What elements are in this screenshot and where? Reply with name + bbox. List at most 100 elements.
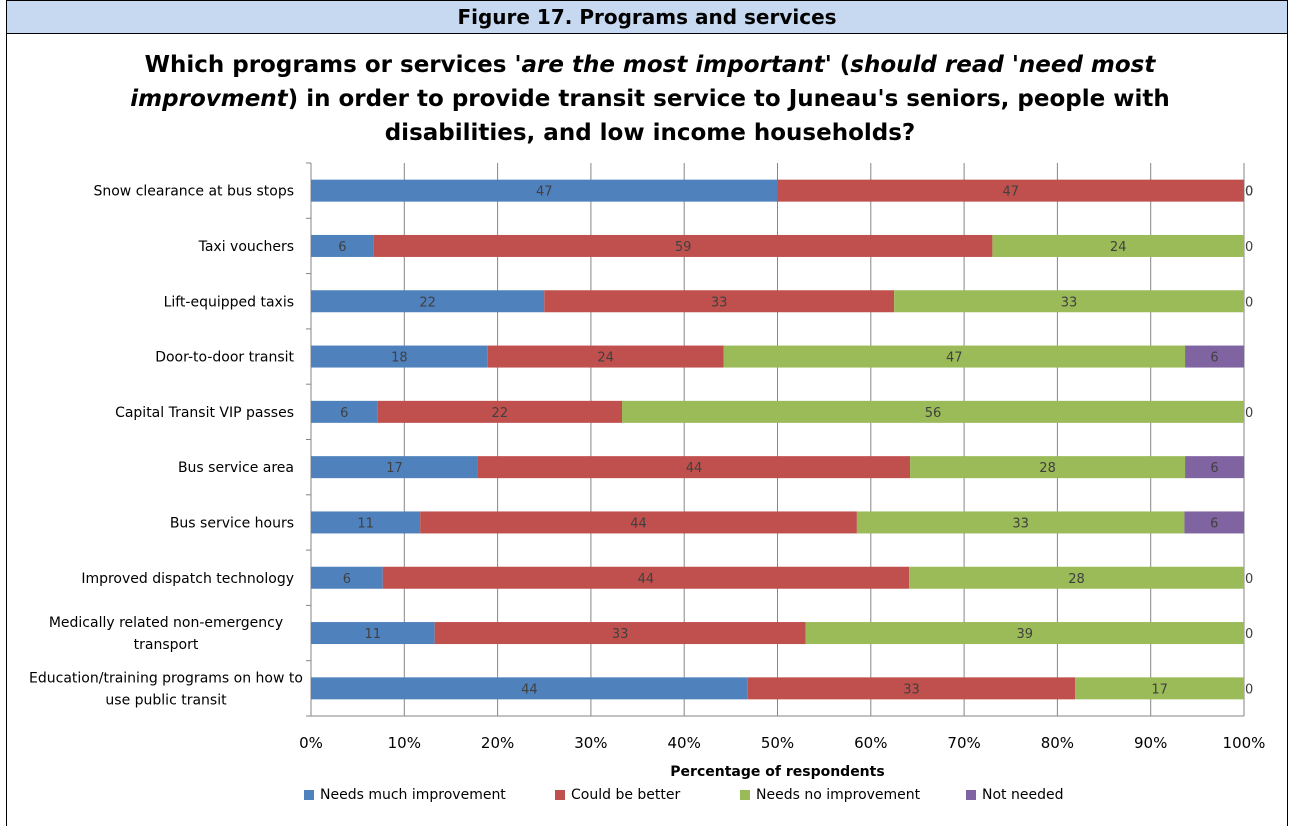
- category-label: Improved dispatch technology: [81, 571, 294, 587]
- data-label: 59: [675, 240, 692, 255]
- x-tick-label: 20%: [481, 734, 514, 752]
- bar-segment: [1075, 677, 1244, 700]
- data-label: 44: [521, 682, 538, 697]
- bar-segment: [311, 622, 435, 645]
- data-label: 6: [338, 240, 346, 255]
- data-label: 24: [1110, 240, 1127, 255]
- category-label: Bus service hours: [170, 515, 294, 531]
- legend-swatch: [740, 790, 750, 800]
- data-label: 39: [1017, 627, 1034, 642]
- category-label: Door-to-door transit: [155, 350, 294, 366]
- bar-segment: [544, 290, 895, 313]
- data-label: 47: [536, 185, 553, 200]
- data-label: 33: [1061, 295, 1078, 310]
- category-label: Taxi vouchers: [198, 239, 294, 255]
- data-label: 0: [1245, 572, 1253, 587]
- data-label: 22: [419, 295, 436, 310]
- bar-segment: [1185, 345, 1244, 368]
- x-axis-title: Percentage of respondents: [670, 764, 884, 780]
- data-label: 0: [1245, 682, 1253, 697]
- bar-segment: [420, 511, 857, 534]
- data-label: 18: [391, 351, 408, 366]
- bar-segment: [856, 511, 1185, 534]
- data-label: 56: [925, 406, 942, 421]
- bar-segment: [382, 566, 910, 589]
- data-label: 17: [386, 461, 403, 476]
- data-label: 22: [492, 406, 509, 421]
- legend-item: Could be better: [555, 787, 680, 803]
- data-label: 11: [357, 516, 374, 531]
- data-label: 33: [1012, 516, 1029, 531]
- bar-segment: [1185, 456, 1244, 479]
- data-label: 0: [1245, 185, 1253, 200]
- data-label: 11: [365, 627, 382, 642]
- data-label: 6: [343, 572, 351, 587]
- category-label: Medically related non-emergency transport: [49, 615, 283, 653]
- bar-segment: [311, 179, 778, 202]
- bar-segment: [477, 456, 911, 479]
- bar-segment: [487, 345, 724, 368]
- bar-segment: [311, 345, 488, 368]
- data-label: 0: [1245, 627, 1253, 642]
- x-tick-label: 40%: [668, 734, 701, 752]
- title-part-3: ' (: [824, 52, 851, 78]
- bar-segment: [311, 677, 748, 700]
- x-tick-label: 30%: [574, 734, 607, 752]
- bar-segment: [894, 290, 1244, 313]
- bar-segment: [434, 622, 806, 645]
- chart-legend: Needs much improvement Could be better Nee…: [0, 787, 1296, 807]
- data-label: 6: [1210, 461, 1218, 476]
- bar-segment: [311, 290, 545, 313]
- figure-header: Figure 17. Programs and services: [7, 1, 1287, 34]
- category-label: Education/training programs on how to use…: [29, 670, 303, 708]
- bar-segment: [723, 345, 1186, 368]
- bar-segment: [311, 566, 383, 589]
- data-label: 6: [1210, 351, 1218, 366]
- data-label: 0: [1245, 240, 1253, 255]
- data-label: 17: [1151, 682, 1168, 697]
- legend-label: Needs much improvement: [320, 787, 506, 803]
- x-tick-label: 0%: [299, 734, 323, 752]
- bar-segment: [910, 456, 1186, 479]
- title-part-2: are the most important: [521, 52, 825, 78]
- bar-segment: [373, 234, 993, 257]
- data-label: 44: [686, 461, 703, 476]
- legend-swatch: [555, 790, 565, 800]
- data-label: 44: [638, 572, 655, 587]
- data-label: 0: [1245, 185, 1253, 200]
- data-label: 28: [1068, 572, 1085, 587]
- bar-segment: [909, 566, 1244, 589]
- bar-segment: [377, 400, 622, 423]
- x-tick-label: 80%: [1041, 734, 1074, 752]
- title-part-4: should read 'need most improvment: [130, 52, 1156, 112]
- data-label: 47: [1002, 185, 1019, 200]
- title-part-5: ) in order to provide transit service to…: [287, 86, 1170, 146]
- legend-item: Not needed: [966, 787, 1063, 803]
- bar-segment: [805, 622, 1244, 645]
- bar-segment: [1184, 511, 1244, 534]
- title-part-1: Which programs or services ': [144, 52, 522, 78]
- bar-segment: [311, 511, 421, 534]
- data-label: 33: [612, 627, 629, 642]
- category-label: Capital Transit VIP passes: [115, 405, 294, 421]
- category-label: Lift-equipped taxis: [164, 294, 294, 310]
- x-tick-label: 10%: [388, 734, 421, 752]
- bar-segment: [992, 234, 1244, 257]
- data-label: 33: [711, 295, 728, 310]
- bar-segment: [622, 400, 1244, 423]
- bar-segment: [747, 677, 1076, 700]
- data-label: 6: [1210, 516, 1218, 531]
- legend-label: Needs no improvement: [756, 787, 921, 803]
- legend-item: Needs much improvement: [304, 787, 506, 803]
- bar-segment: [777, 179, 1244, 202]
- data-label: 24: [597, 351, 614, 366]
- data-label: 44: [630, 516, 647, 531]
- category-label: Bus service area: [178, 460, 294, 476]
- chart-title: Which programs or services 'are the most…: [80, 48, 1220, 150]
- legend-label: Could be better: [571, 787, 681, 803]
- x-tick-label: 90%: [1134, 734, 1167, 752]
- x-tick-label: 50%: [761, 734, 794, 752]
- legend-swatch: [304, 790, 314, 800]
- legend-swatch: [966, 790, 976, 800]
